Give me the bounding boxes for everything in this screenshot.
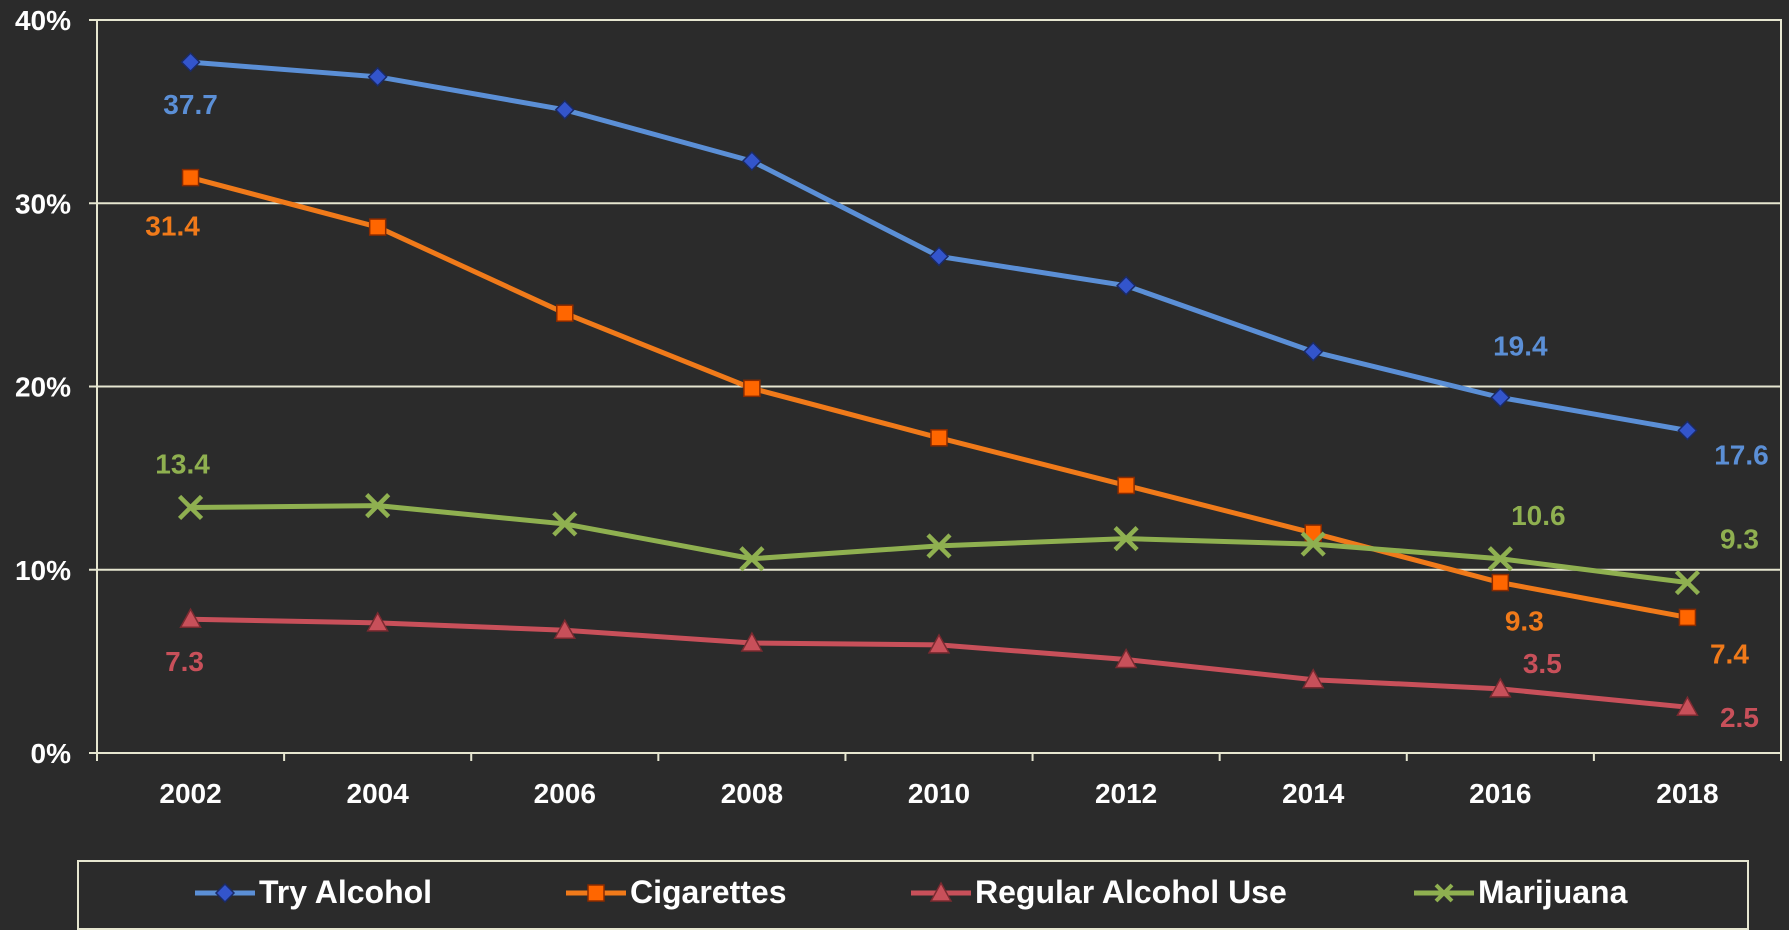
x-tick-label: 2010 bbox=[908, 778, 970, 809]
legend-label-try-alcohol: Try Alcohol bbox=[259, 874, 433, 910]
data-point-try-alcohol bbox=[741, 151, 762, 172]
data-point-marijuana bbox=[1300, 531, 1326, 557]
data-point-cigarettes bbox=[743, 379, 761, 398]
x-tick-label: 2002 bbox=[159, 778, 221, 809]
data-point-marijuana bbox=[1674, 569, 1701, 596]
data-point-cigarettes bbox=[930, 429, 948, 447]
legend-item-regular-alcohol-use: Regular Alcohol Use bbox=[911, 874, 1287, 911]
data-label-try-alcohol: 19.4 bbox=[1493, 330, 1548, 361]
data-point-cigarettes bbox=[1117, 476, 1135, 495]
legend-item-try-alcohol: Try Alcohol bbox=[195, 874, 432, 911]
data-point-cigarettes bbox=[1678, 608, 1697, 627]
y-tick-label: 40% bbox=[15, 5, 71, 36]
data-point-regular-alcohol-use bbox=[1489, 677, 1512, 698]
y-tick-label: 10% bbox=[15, 555, 71, 586]
legend-item-marijuana: Marijuana bbox=[1414, 874, 1627, 911]
data-point-marijuana bbox=[177, 494, 204, 521]
legend-diamond-icon bbox=[195, 882, 255, 903]
data-point-try-alcohol bbox=[180, 52, 201, 73]
data-label-try-alcohol: 37.7 bbox=[163, 89, 218, 120]
legend-x-icon bbox=[1414, 883, 1474, 902]
x-tick-label: 2008 bbox=[721, 778, 783, 809]
data-label-cigarettes: 9.3 bbox=[1505, 606, 1544, 637]
data-point-cigarettes bbox=[368, 218, 387, 236]
data-label-cigarettes: 31.4 bbox=[145, 211, 200, 242]
data-point-cigarettes bbox=[181, 168, 200, 187]
data-point-try-alcohol bbox=[1116, 275, 1137, 296]
data-point-marijuana bbox=[1113, 526, 1139, 552]
y-tick-label: 20% bbox=[15, 372, 71, 403]
legend-label-regular-alcohol-use: Regular Alcohol Use bbox=[975, 874, 1287, 910]
data-point-try-alcohol bbox=[367, 66, 388, 87]
data-label-cigarettes: 7.4 bbox=[1710, 638, 1749, 669]
series-line-cigarettes bbox=[189, 175, 1688, 620]
legend-square-icon bbox=[566, 883, 626, 902]
data-label-marijuana: 13.4 bbox=[155, 448, 210, 479]
data-point-marijuana bbox=[552, 511, 578, 537]
data-point-cigarettes bbox=[556, 304, 574, 322]
data-label-regular-alcohol-use: 2.5 bbox=[1720, 702, 1759, 733]
data-point-marijuana bbox=[1487, 546, 1513, 572]
series-line-regular-alcohol-use bbox=[190, 616, 1688, 710]
chart-legend: Try Alcohol Cigarettes Regular Alcohol U… bbox=[77, 860, 1749, 930]
data-point-regular-alcohol-use bbox=[366, 611, 389, 632]
legend-triangle-icon bbox=[911, 880, 971, 902]
data-point-try-alcohol bbox=[1677, 420, 1698, 441]
data-point-regular-alcohol-use bbox=[553, 618, 577, 639]
data-point-try-alcohol bbox=[928, 246, 950, 267]
data-point-try-alcohol bbox=[1490, 387, 1511, 408]
legend-label-cigarettes: Cigarettes bbox=[630, 874, 787, 910]
data-point-marijuana bbox=[926, 533, 952, 559]
data-point-try-alcohol bbox=[554, 99, 575, 120]
y-tick-label: 30% bbox=[15, 188, 71, 219]
data-label-regular-alcohol-use: 3.5 bbox=[1523, 648, 1562, 679]
data-point-try-alcohol bbox=[1303, 341, 1324, 362]
x-tick-label: 2016 bbox=[1469, 778, 1531, 809]
data-point-regular-alcohol-use bbox=[179, 607, 202, 628]
x-tick-label: 2004 bbox=[347, 778, 410, 809]
x-tick-label: 2012 bbox=[1095, 778, 1157, 809]
legend-label-marijuana: Marijuana bbox=[1478, 874, 1628, 910]
line-chart: 0% 10% 20% 30% 40% 2002 2004 2006 2008 2010 2012 20… bbox=[15, 5, 1782, 809]
data-point-cigarettes bbox=[1491, 573, 1510, 592]
x-tick-label: 2014 bbox=[1282, 778, 1345, 809]
data-point-regular-alcohol-use bbox=[740, 631, 764, 652]
x-tick-label: 2018 bbox=[1656, 778, 1718, 809]
data-label-marijuana: 9.3 bbox=[1720, 524, 1759, 555]
data-label-marijuana: 10.6 bbox=[1511, 500, 1566, 531]
data-point-marijuana bbox=[739, 546, 765, 572]
data-label-regular-alcohol-use: 7.3 bbox=[165, 646, 204, 677]
x-tick-label: 2006 bbox=[534, 778, 596, 809]
data-point-regular-alcohol-use bbox=[1301, 668, 1325, 689]
data-point-regular-alcohol-use bbox=[1676, 695, 1699, 716]
data-point-regular-alcohol-use bbox=[1114, 647, 1138, 669]
data-point-regular-alcohol-use bbox=[927, 633, 951, 654]
legend-item-cigarettes: Cigarettes bbox=[566, 874, 787, 911]
data-point-marijuana bbox=[365, 493, 391, 519]
data-label-try-alcohol: 17.6 bbox=[1714, 439, 1769, 470]
y-tick-label: 0% bbox=[31, 738, 72, 769]
